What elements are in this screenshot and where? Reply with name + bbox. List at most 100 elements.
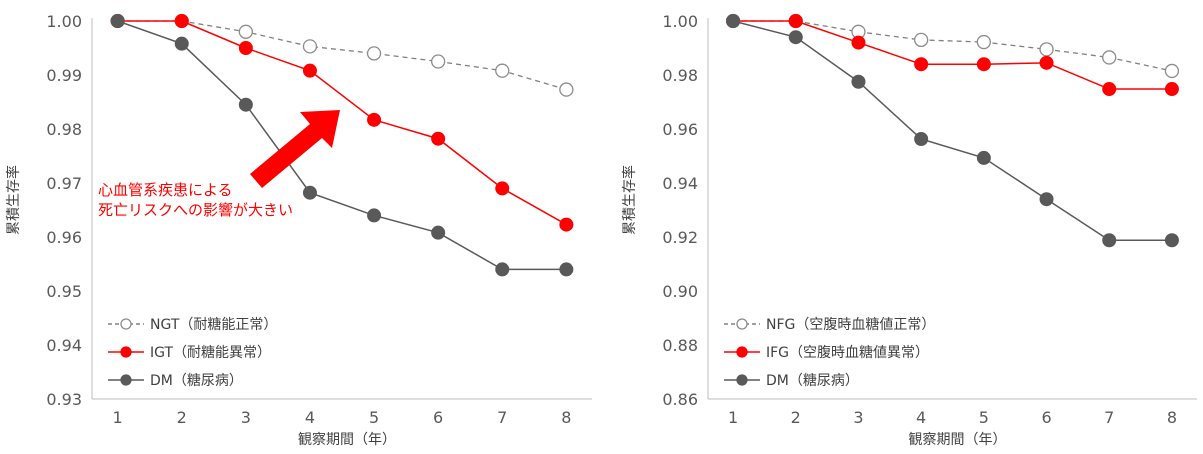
data-point (1102, 50, 1117, 65)
y-tick-label: 0.97 (46, 174, 82, 193)
x-tick-label: 7 (497, 408, 507, 427)
data-point (559, 217, 574, 232)
data-point (110, 14, 125, 28)
data-point (1164, 63, 1180, 79)
data-point (1039, 55, 1054, 70)
data-point (726, 14, 741, 28)
x-tick-label: 8 (1167, 408, 1177, 427)
y-axis-title: 累積生存率 (5, 165, 22, 235)
series-3 (726, 14, 1179, 248)
x-tick-label: 3 (241, 408, 251, 427)
data-point (174, 36, 189, 51)
data-point (1164, 82, 1179, 97)
data-point (1039, 42, 1054, 57)
data-point (367, 208, 382, 223)
data-point (238, 41, 253, 55)
data-point (431, 225, 446, 240)
legend: NGT（耐糖能正常） IGT（耐糖能異常） DM（糖尿病） (108, 317, 277, 389)
legend-marker (736, 318, 748, 330)
data-point (302, 185, 317, 200)
data-point (302, 39, 318, 54)
x-tick-label: 5 (369, 408, 379, 427)
data-point (431, 54, 446, 69)
y-tick-label: 0.99 (46, 66, 82, 85)
data-point (976, 150, 991, 165)
data-point (976, 57, 991, 72)
data-point (788, 30, 803, 45)
legend-marker (736, 374, 748, 386)
y-tick-label: 0.96 (46, 228, 82, 247)
x-tick-label: 2 (177, 408, 187, 427)
y-tick-label: 0.98 (662, 66, 698, 85)
y-tick-label: 0.94 (662, 174, 698, 193)
data-point (788, 14, 803, 28)
series-line (117, 20, 567, 271)
legend: NFG（空腹時血糖値正常） IFG（空腹時血糖値異常） DM（糖尿病） (724, 316, 935, 389)
legend-marker (120, 318, 132, 330)
data-point (559, 262, 574, 277)
x-tick-label: 2 (791, 408, 801, 427)
x-tick-label: 7 (1104, 408, 1114, 427)
y-tick-label: 0.95 (46, 282, 82, 301)
series-line (733, 20, 1172, 90)
y-tick-label: 0.90 (662, 282, 698, 301)
y-tick-label: 0.94 (46, 336, 82, 355)
legend-label: IGT（耐糖能異常） (150, 345, 271, 361)
data-point (302, 63, 317, 78)
y-tick-label: 0.92 (662, 228, 698, 247)
data-point (851, 74, 866, 89)
series-3 (110, 14, 574, 277)
data-point (495, 181, 510, 196)
chart-1: 0.93 0.94 0.95 0.96 0.97 0.98 0.99 1.00 1 2 3 4 5 6 7 8… (5, 12, 592, 448)
data-point (367, 112, 382, 127)
data-point (914, 32, 929, 48)
data-point (1164, 233, 1179, 248)
data-point (495, 262, 510, 277)
y-tick-label: 0.96 (662, 120, 698, 139)
data-point (976, 34, 991, 50)
x-tick-label: 1 (728, 408, 738, 427)
y-tick-label: 1.00 (662, 12, 698, 31)
x-tick-label: 4 (305, 408, 315, 427)
series-line (732, 20, 1172, 241)
data-point (495, 63, 510, 78)
x-tick-label: 5 (979, 408, 989, 427)
series-line (733, 20, 1173, 72)
data-point (174, 14, 189, 28)
x-tick-label: 8 (561, 408, 571, 427)
x-axis-title: 観察期間（年） (298, 431, 396, 448)
data-point (1102, 82, 1117, 97)
x-tick-label: 6 (433, 408, 443, 427)
y-tick-label: 1.00 (46, 12, 82, 31)
series-line (117, 20, 567, 91)
x-tick-label: 6 (1041, 408, 1051, 427)
data-point (1102, 233, 1117, 248)
x-tick-label: 1 (113, 408, 123, 427)
x-tick-label: 3 (853, 408, 863, 427)
legend-label: NFG（空腹時血糖値正常） (766, 316, 935, 333)
data-point (431, 131, 446, 146)
y-tick-label: 0.86 (662, 390, 698, 409)
data-point (914, 57, 929, 72)
data-point (238, 24, 253, 39)
x-tick-label: 4 (916, 408, 926, 427)
data-point (851, 35, 866, 50)
legend-label: DM（糖尿病） (150, 373, 243, 389)
y-axis-title: 累積生存率 (621, 165, 638, 235)
legend-label: IFG（空腹時血糖値異常） (766, 344, 929, 361)
legend-marker (736, 346, 748, 358)
legend-marker (120, 346, 132, 358)
y-tick-label: 0.98 (46, 120, 82, 139)
data-point (559, 82, 574, 97)
annotation-text: 心血管系疾患による (98, 181, 233, 199)
legend-marker (120, 374, 132, 386)
y-tick-label: 0.88 (662, 336, 698, 355)
data-point (1039, 192, 1054, 207)
chart-2: 0.86 0.88 0.90 0.92 0.94 0.96 0.98 1.00 1 2 3 4 5 6 7 8… (621, 12, 1197, 448)
legend-label: NGT（耐糖能正常） (150, 317, 277, 333)
data-point (366, 46, 382, 61)
series-line (117, 20, 567, 226)
x-axis-title: 観察期間（年） (909, 431, 1007, 448)
